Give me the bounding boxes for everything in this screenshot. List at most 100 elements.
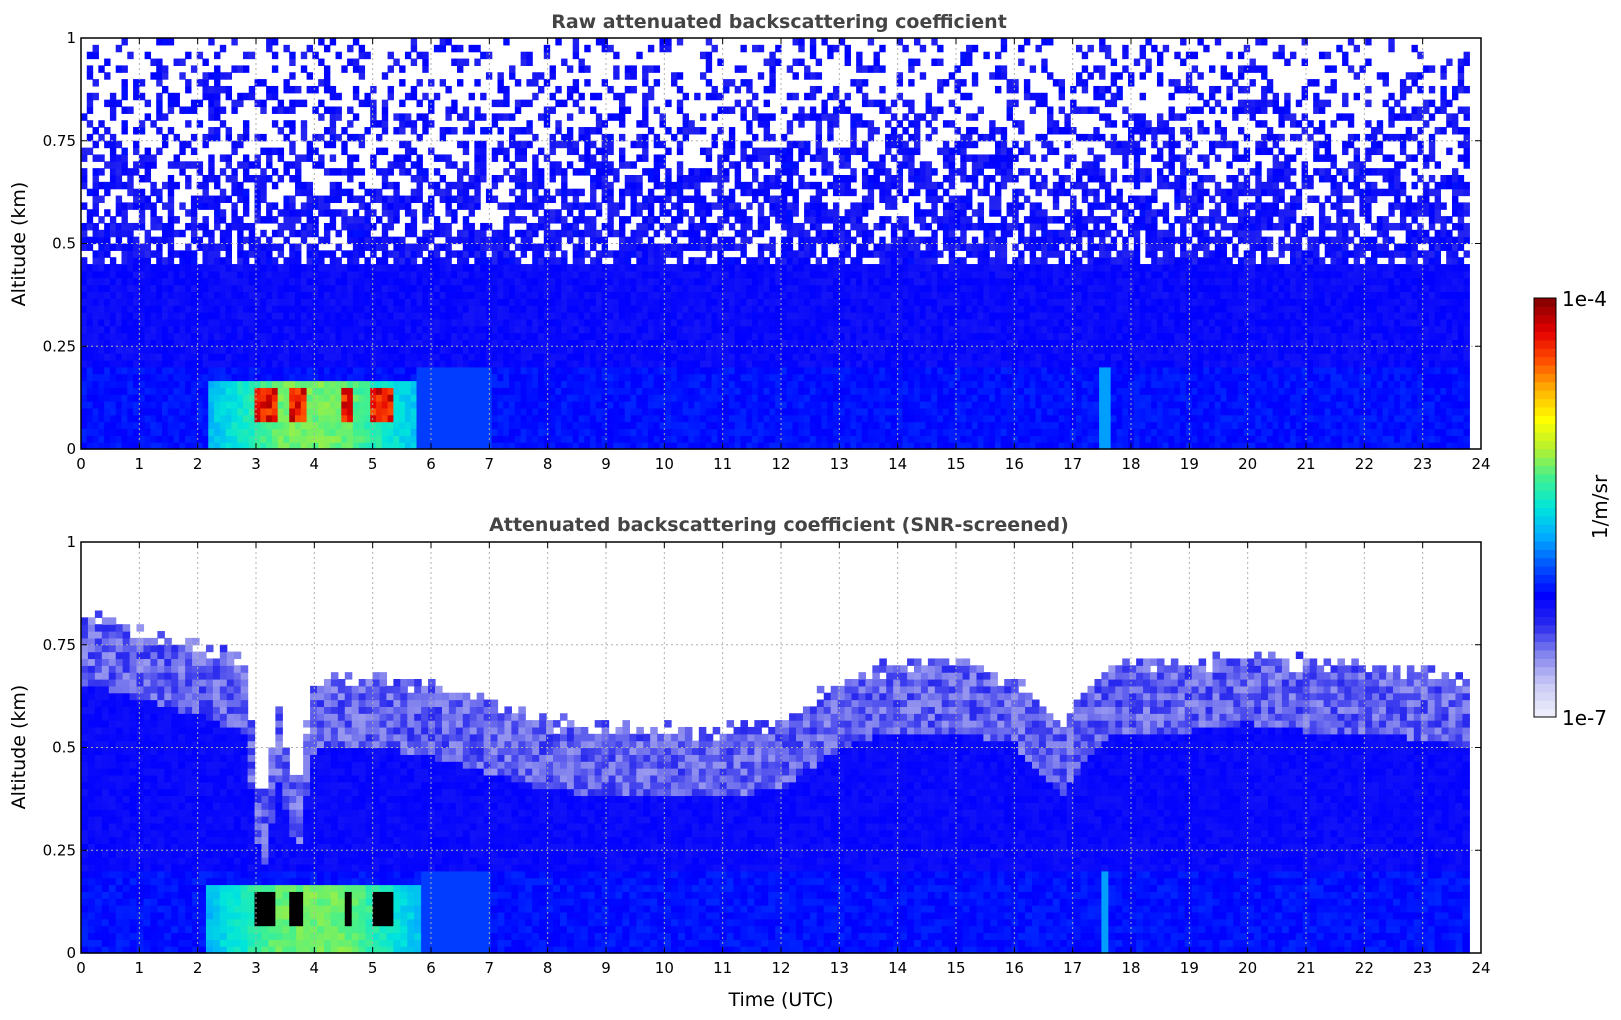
heatmap-cell [144, 339, 152, 347]
heatmap-cell [613, 305, 620, 313]
heatmap-cell [104, 380, 111, 388]
heatmap-cell [115, 44, 123, 53]
heatmap-cell [595, 325, 603, 334]
heatmap-cell [387, 277, 394, 286]
heatmap-cell [127, 168, 134, 176]
heatmap-cell [607, 113, 614, 121]
heatmap-cell [705, 65, 713, 73]
heatmap-cell [462, 407, 470, 416]
heatmap-cell [590, 305, 597, 313]
heatmap-cell [161, 442, 169, 450]
heatmap-cell [271, 264, 279, 272]
heatmap-cell [723, 373, 730, 382]
heatmap-cell [161, 270, 169, 279]
heatmap-cell [740, 154, 747, 162]
heatmap-cell [341, 346, 348, 354]
heatmap-cell [98, 133, 105, 142]
heatmap-cell [653, 442, 661, 450]
heatmap-cell [624, 373, 632, 382]
heatmap-cell [688, 264, 695, 272]
heatmap-cell [410, 380, 418, 388]
heatmap-cell [445, 291, 452, 299]
heatmap-cell [514, 380, 522, 388]
heatmap-cell [352, 435, 360, 443]
heatmap-cell [347, 387, 354, 395]
heatmap-cell [509, 366, 516, 375]
heatmap-cell [219, 120, 227, 128]
heatmap-cell [665, 366, 672, 375]
heatmap-cell [659, 435, 666, 443]
heatmap-cell [254, 401, 261, 409]
heatmap-cell [300, 222, 308, 231]
heatmap-cell [445, 195, 452, 203]
heatmap-cell [416, 154, 423, 162]
heatmap-cell [127, 250, 134, 258]
heatmap-cell [104, 99, 111, 108]
heatmap-cell [717, 394, 724, 402]
heatmap-cell [688, 216, 695, 224]
heatmap-cell [185, 318, 192, 327]
heatmap-cell [295, 161, 302, 169]
heatmap-cell [752, 373, 759, 382]
heatmap-cell [526, 442, 533, 450]
heatmap-cell [746, 127, 753, 135]
heatmap-cell [445, 106, 452, 114]
heatmap-cell [133, 359, 140, 368]
heatmap-cell [520, 175, 528, 183]
heatmap-cell [480, 394, 487, 402]
heatmap-cell [92, 325, 99, 334]
heatmap-cell [474, 250, 481, 258]
heatmap-cell [590, 188, 597, 197]
heatmap-cell [439, 195, 447, 203]
heatmap-cell [607, 401, 614, 409]
heatmap-cell [566, 270, 574, 279]
heatmap-cell [682, 305, 689, 313]
heatmap-cell [445, 380, 452, 388]
heatmap-cell [433, 394, 441, 402]
heatmap-cell [717, 401, 724, 409]
heatmap-cell [526, 380, 533, 388]
heatmap-cell [161, 394, 169, 402]
heatmap-cell [329, 373, 337, 382]
heatmap-cell [428, 332, 435, 340]
heatmap-cell [404, 414, 412, 423]
heatmap-cell [341, 312, 348, 320]
heatmap-cell [306, 359, 313, 368]
heatmap-cell [590, 346, 597, 354]
heatmap-cell [173, 373, 180, 382]
heatmap-cell [630, 72, 637, 80]
heatmap-cell [167, 216, 175, 224]
heatmap-cell [225, 394, 232, 402]
heatmap-cell [208, 325, 215, 334]
heatmap-cell [98, 359, 105, 368]
heatmap-cell [214, 442, 221, 450]
heatmap-cell [393, 421, 400, 430]
heatmap-cell [543, 366, 551, 375]
heatmap-cell [254, 387, 261, 395]
heatmap-cell [341, 298, 348, 306]
heatmap-cell [150, 181, 157, 190]
heatmap-cell [514, 312, 522, 320]
heatmap-cell [532, 154, 539, 162]
heatmap-cell [717, 305, 724, 313]
heatmap-cell [717, 318, 724, 327]
heatmap-cell [433, 353, 441, 361]
heatmap-cell [746, 257, 753, 265]
heatmap-cell [537, 353, 545, 361]
heatmap-cell [520, 181, 528, 190]
heatmap-cell [404, 353, 412, 361]
heatmap-cell [179, 428, 186, 436]
heatmap-cell [491, 175, 499, 183]
heatmap-cell [543, 421, 551, 430]
heatmap-cell [185, 270, 192, 279]
heatmap-cell [323, 428, 331, 436]
heatmap-cell [219, 312, 227, 320]
heatmap-cell [676, 38, 684, 46]
heatmap-cell [219, 366, 227, 375]
heatmap-cell [584, 161, 591, 169]
heatmap-cell [410, 394, 418, 402]
heatmap-cell [665, 195, 672, 203]
heatmap-cell [399, 366, 406, 375]
heatmap-cell [190, 298, 198, 306]
heatmap-cell [618, 202, 626, 210]
